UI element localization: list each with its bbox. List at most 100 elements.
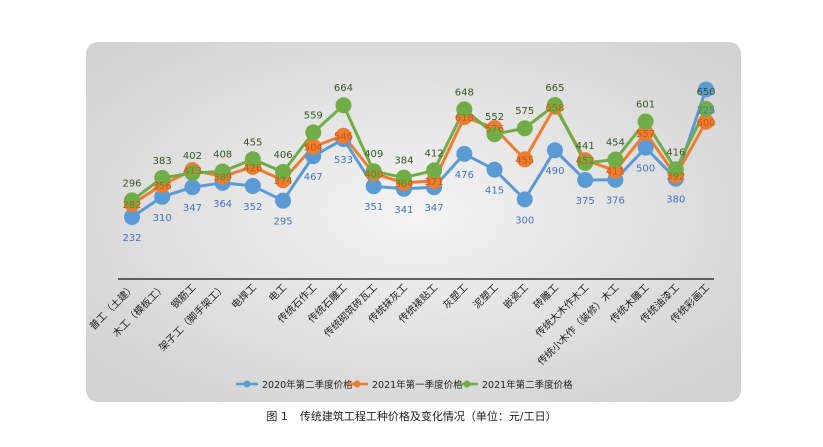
figure-caption-text: 传统建筑工程工种价格及变化情况（单位：元/工日） <box>299 410 557 423</box>
data-label-s3-14: 575 <box>515 106 534 117</box>
data-label-s3-12: 648 <box>455 87 474 98</box>
data-label-s3-3: 402 <box>183 151 202 162</box>
data-point-s1-1 <box>124 208 140 225</box>
data-point-s3-5 <box>244 151 261 168</box>
data-label-s2-7: 504 <box>304 143 323 154</box>
series-points <box>124 81 714 225</box>
chart-background <box>86 42 741 402</box>
data-label-s2-19: 392 <box>666 172 685 183</box>
data-label-s1-13: 415 <box>485 186 504 197</box>
data-point-s3-6 <box>275 163 292 180</box>
data-label-s2-9: 400 <box>364 170 383 181</box>
data-label-s3-6: 406 <box>274 150 293 161</box>
data-label-s1-12: 476 <box>455 170 474 181</box>
data-label-s1-9: 351 <box>364 202 383 213</box>
data-label-s2-18: 557 <box>636 129 655 140</box>
data-label-s1-5: 352 <box>243 202 262 213</box>
legend-label-2: 2021年第一季度价格 <box>372 379 463 391</box>
figure-number: 图 1 <box>266 410 288 423</box>
data-point-s1-16 <box>577 171 594 188</box>
data-label-s2-1: 282 <box>122 200 141 211</box>
legend: 2020年第二季度价格 2021年第一季度价格 2021年第二季度价格 <box>236 379 573 391</box>
data-label-s3-15: 665 <box>545 83 564 94</box>
data-label-s3-8: 664 <box>334 83 353 94</box>
data-label-s1-17: 376 <box>606 196 625 207</box>
data-label-s1-10: 341 <box>394 205 413 216</box>
data-label-s1-20: 725 <box>696 105 715 116</box>
legend-label-3: 2021年第二季度价格 <box>482 379 573 391</box>
legend-swatch-dot-2 <box>353 380 361 388</box>
legend-item-2: 2021年第一季度价格 <box>346 379 463 391</box>
data-label-s1-11: 347 <box>425 203 444 214</box>
data-label-s2-10: 364 <box>394 179 413 190</box>
data-point-s3-9 <box>365 163 382 180</box>
data-label-s3-13: 552 <box>485 112 504 123</box>
legend-swatch-dot-1 <box>243 380 251 388</box>
data-point-s3-20 <box>698 100 714 117</box>
data-point-s3-14 <box>516 120 533 137</box>
data-label-s3-2: 383 <box>153 156 172 167</box>
data-point-s3-3 <box>184 165 201 182</box>
data-label-s2-13: 576 <box>485 124 504 135</box>
data-label-s3-20: 650 <box>696 87 715 98</box>
legend-item-1: 2020年第二季度价格 <box>236 379 353 391</box>
data-point-s1-3 <box>184 179 201 196</box>
data-point-s1-6 <box>275 192 292 209</box>
data-label-s2-16: 452 <box>576 156 595 167</box>
data-label-s1-14: 300 <box>515 215 534 226</box>
data-label-s1-19: 380 <box>666 195 685 206</box>
data-label-s2-15: 658 <box>545 103 564 114</box>
figure-caption: 图 1 传统建筑工程工种价格及变化情况（单位：元/工日） <box>0 408 823 424</box>
data-label-s2-8: 546 <box>334 132 353 143</box>
data-point-s3-7 <box>305 124 322 141</box>
data-label-s3-1: 296 <box>122 178 141 189</box>
data-point-s2-7 <box>305 138 322 155</box>
legend-swatch-dot-3 <box>463 380 471 388</box>
data-label-s2-3: 413 <box>183 166 202 177</box>
data-point-s3-15 <box>546 96 563 113</box>
data-label-s1-1: 232 <box>122 233 141 244</box>
data-label-s3-5: 455 <box>243 137 262 148</box>
data-label-s2-17: 411 <box>606 167 625 178</box>
data-point-s1-13 <box>486 161 503 178</box>
data-label-s1-16: 375 <box>576 196 595 207</box>
data-label-s1-2: 310 <box>153 213 172 224</box>
data-label-s1-15: 490 <box>545 166 564 177</box>
data-label-s3-4: 408 <box>213 149 232 160</box>
data-label-s2-11: 371 <box>425 177 444 188</box>
legend-item-3: 2021年第二季度价格 <box>456 379 573 391</box>
data-point-s3-4 <box>214 163 231 180</box>
data-label-s1-6: 295 <box>274 217 293 228</box>
data-label-s3-9: 409 <box>364 149 383 160</box>
data-label-s2-14: 455 <box>515 155 534 166</box>
data-label-s2-2: 356 <box>153 181 172 192</box>
data-label-s3-18: 601 <box>636 100 655 111</box>
data-point-s3-19 <box>667 161 684 178</box>
data-point-s3-2 <box>154 169 171 186</box>
data-label-s2-20: 600 <box>696 118 715 129</box>
data-point-s1-15 <box>546 142 563 159</box>
data-label-s2-5: 426 <box>243 163 262 174</box>
data-point-s3-11 <box>426 162 443 179</box>
data-point-s1-20 <box>698 81 714 98</box>
data-point-s1-5 <box>244 177 261 194</box>
data-point-s3-12 <box>456 101 473 118</box>
data-label-s3-11: 412 <box>425 148 444 159</box>
data-point-s2-18 <box>637 124 654 141</box>
data-label-s1-18: 500 <box>636 164 655 175</box>
data-point-s3-17 <box>607 151 624 168</box>
data-label-s2-12: 618 <box>455 113 474 124</box>
data-point-s3-13 <box>486 126 503 143</box>
data-point-s1-18 <box>637 139 654 156</box>
data-point-s1-9 <box>365 178 382 195</box>
data-label-s1-4: 364 <box>213 199 232 210</box>
data-label-s1-8: 533 <box>334 155 353 166</box>
data-label-s3-17: 454 <box>606 138 625 149</box>
data-point-s1-12 <box>456 145 473 162</box>
data-point-s2-17 <box>607 162 624 179</box>
data-point-s1-2 <box>154 188 171 205</box>
data-label-s2-6: 374 <box>274 176 293 187</box>
data-point-s1-14 <box>516 191 533 208</box>
data-point-s2-14 <box>516 151 533 168</box>
